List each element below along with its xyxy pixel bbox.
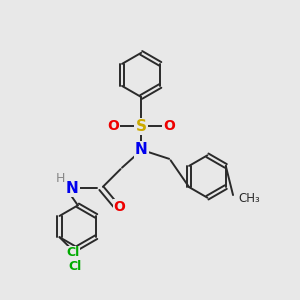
Text: N: N [66, 181, 78, 196]
Text: N: N [135, 142, 148, 158]
Text: H: H [56, 172, 65, 185]
Text: O: O [163, 119, 175, 134]
Text: CH₃: CH₃ [238, 192, 260, 205]
Text: O: O [107, 119, 119, 134]
Text: Cl: Cl [67, 246, 80, 259]
Text: O: O [114, 200, 126, 214]
Text: S: S [136, 119, 147, 134]
Text: Cl: Cl [68, 260, 82, 273]
